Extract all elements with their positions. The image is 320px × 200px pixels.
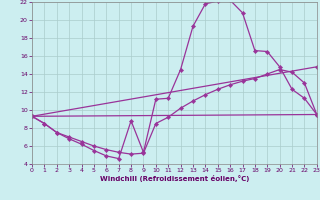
- X-axis label: Windchill (Refroidissement éolien,°C): Windchill (Refroidissement éolien,°C): [100, 175, 249, 182]
